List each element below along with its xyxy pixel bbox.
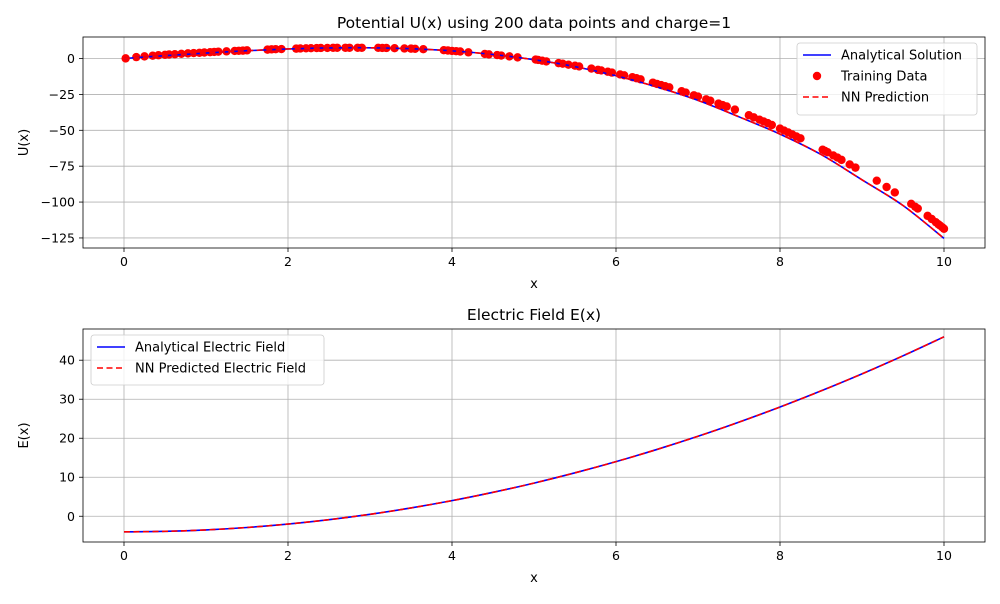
scatter-point: [837, 155, 846, 165]
scatter-point: [170, 50, 180, 59]
x-tick-label: 8: [776, 548, 784, 563]
y-tick-label: −75: [49, 159, 75, 174]
series-line-2: [123, 46, 945, 240]
scatter-point: [882, 182, 891, 192]
y-tick-label: −125: [41, 230, 75, 245]
scatter-point: [154, 51, 163, 60]
y-tick-label: 0: [67, 51, 75, 66]
scatter-point: [851, 163, 860, 172]
y-tick-label: 20: [59, 431, 75, 446]
legend: Analytical Electric Field NN Predicted El…: [90, 334, 325, 386]
y-tick-label: 40: [59, 353, 75, 368]
scatter-point: [796, 134, 805, 143]
x-tick-label: 2: [284, 548, 292, 563]
legend-box: [90, 334, 325, 386]
scatter-point: [706, 96, 715, 105]
x-tick-label: 10: [936, 548, 952, 563]
scatter-point: [767, 120, 776, 130]
legend-label: NN Prediction: [841, 91, 929, 106]
y-tick-label: 30: [59, 392, 75, 407]
plot-panel-1: 0 2 4 6 8 10 0 −25 −50 −75 −100 −125 Potential U(x) …: [17, 14, 986, 292]
scatter-point: [939, 224, 949, 233]
scatter-point: [693, 92, 703, 101]
x-tick-label: 0: [120, 548, 128, 563]
x-axis-label: x: [530, 571, 538, 586]
legend-label: NN Predicted Electric Field: [135, 362, 306, 377]
scatter-point: [730, 105, 740, 114]
x-tick-label: 4: [448, 548, 456, 563]
y-tick-label: −100: [41, 195, 75, 210]
x-tick-label: 0: [120, 254, 128, 269]
legend-label: Analytical Electric Field: [135, 341, 285, 356]
axes-frame: [82, 328, 986, 543]
x-tick-label: 4: [448, 254, 456, 269]
x-tick-label: 8: [776, 254, 784, 269]
x-tick-label: 6: [612, 254, 620, 269]
scatter-point: [872, 176, 881, 185]
series-line-1: [123, 336, 945, 533]
legend-marker: [812, 71, 822, 81]
x-tick-label: 2: [284, 254, 292, 269]
scatter-point: [722, 102, 731, 111]
legend-label: Analytical Solution: [841, 49, 962, 64]
scatter-point: [890, 188, 899, 197]
x-tick-label: 6: [612, 548, 620, 563]
plot-area: [123, 336, 945, 533]
y-tick-label: −50: [49, 123, 75, 138]
plot-area: [121, 43, 949, 240]
legend: Analytical Solution Training Data NN Predi…: [796, 42, 978, 116]
legend-box: [796, 42, 978, 116]
chart-title: Electric Field E(x): [467, 306, 601, 324]
x-axis-label: x: [530, 277, 538, 292]
plot-panel-2: 0 2 4 6 8 10 0 10 20 30 40 Electric Field E(x) x E(x)…: [17, 306, 986, 586]
scatter-point: [913, 204, 922, 213]
axes-frame: [82, 36, 986, 249]
chart-title: Potential U(x) using 200 data points and…: [337, 14, 731, 32]
scatter-point: [177, 49, 186, 58]
y-axis-label: U(x): [17, 129, 32, 156]
y-axis-label: E(x): [17, 422, 32, 448]
y-tick-label: 0: [67, 509, 75, 524]
legend-label: Training Data: [840, 70, 927, 85]
x-tick-label: 10: [936, 254, 952, 269]
y-tick-label: −25: [49, 87, 75, 102]
y-tick-label: 10: [59, 470, 75, 485]
